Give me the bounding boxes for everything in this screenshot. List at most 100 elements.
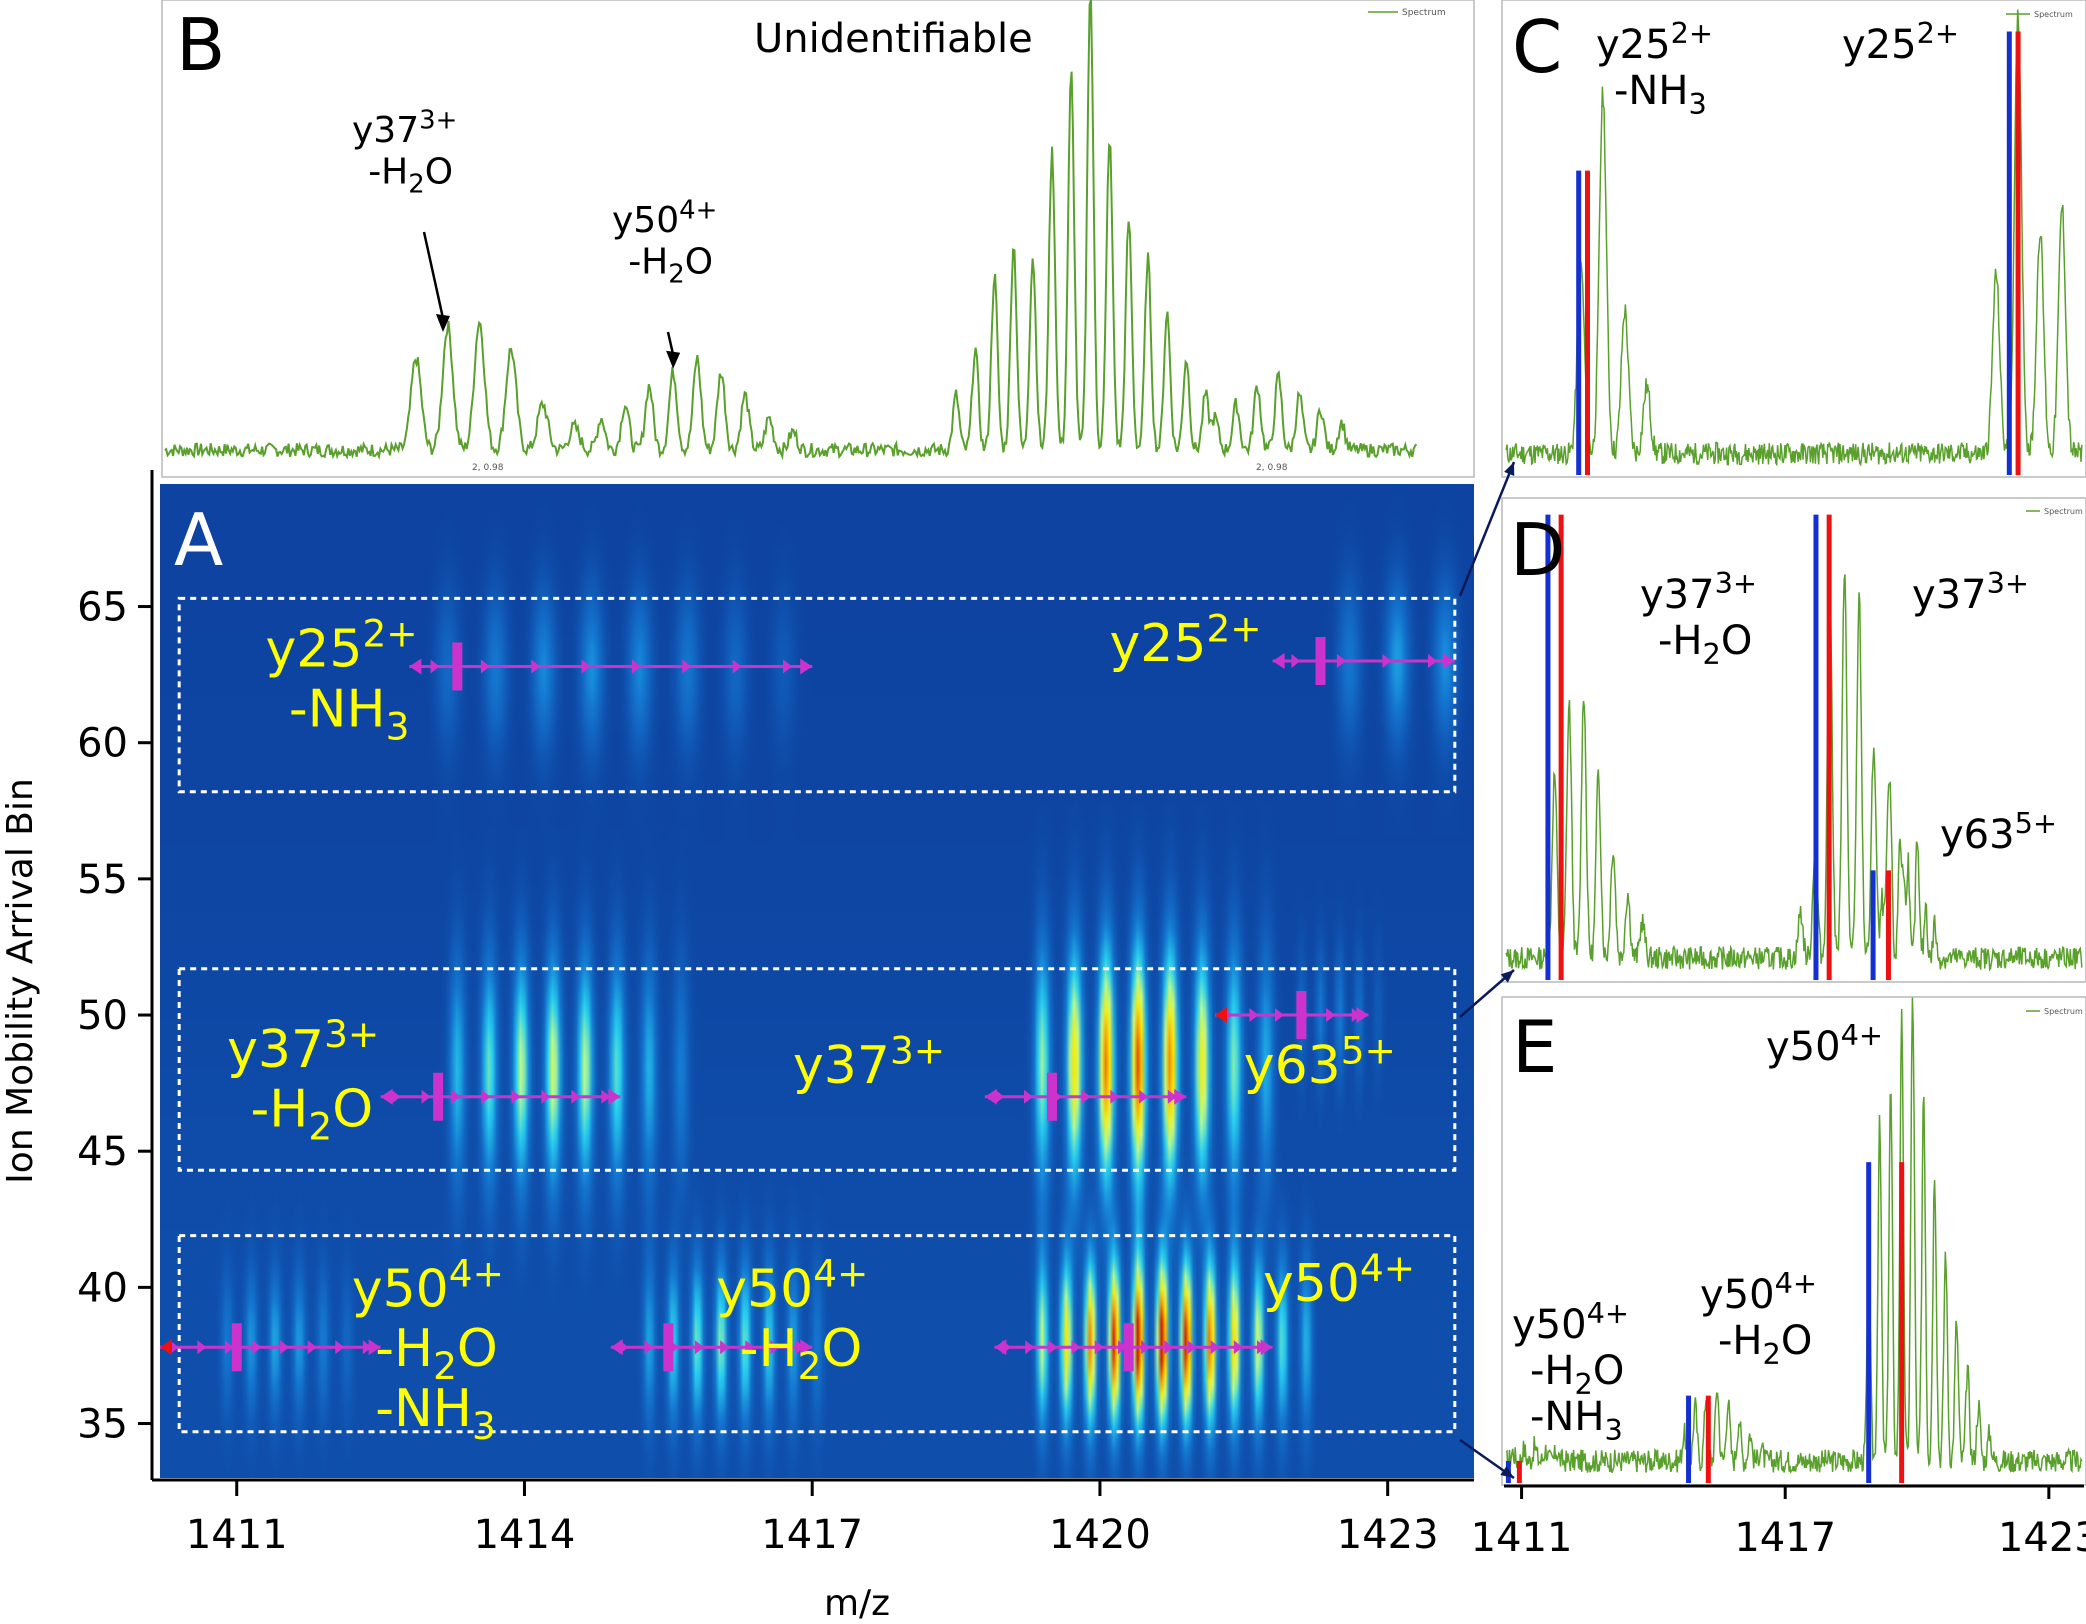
heatmap-image — [160, 484, 1474, 1478]
heatmap-annotation-ion: y25 — [266, 619, 363, 679]
envelope-center-marker — [1315, 637, 1326, 686]
envelope-center-marker — [231, 1323, 242, 1372]
spectrum-annotation-loss: -H2O — [1658, 618, 1752, 671]
y-tick-label: 35 — [77, 1402, 128, 1448]
envelope-tick — [451, 1089, 461, 1104]
spectrum-annotation-charge: 2+ — [1917, 16, 1959, 50]
heatmap-annotation-ion: y25 — [1110, 614, 1207, 674]
heatmap-annotation-loss-part: -NH — [289, 679, 386, 739]
heatmap-annotation-charge: 5+ — [1341, 1028, 1396, 1072]
envelope-tick — [362, 1340, 372, 1355]
spectrum-annotation-charge: 4+ — [1841, 1018, 1883, 1052]
envelope-tick — [783, 659, 793, 674]
x-tick-label: 1423 — [1998, 1515, 2086, 1561]
envelope-arrow-right — [1260, 1339, 1273, 1356]
spectrum-b-annotation: y504+ — [612, 195, 717, 241]
spectrum-annotation: y373+ — [1640, 566, 1757, 618]
spectrum-annotation-ion: y50 — [1766, 1024, 1841, 1070]
envelope-arrow-right — [800, 658, 813, 675]
heatmap-annotation-ion: y37 — [793, 1036, 890, 1096]
envelope-tick — [601, 1089, 611, 1104]
heatmap-annotation: y373+ — [793, 1028, 945, 1096]
spectrum-trace — [1505, 997, 2083, 1475]
spectrum-b-annotation-loss-part: -H — [368, 151, 408, 192]
heatmap-annotation-charge: 3+ — [890, 1028, 945, 1072]
panel-letter-e: E — [1512, 1005, 1558, 1089]
x-tick-label: 1414 — [474, 1512, 576, 1558]
spectrum-annotation-charge: 3+ — [1987, 566, 2029, 600]
envelope-arrow-left — [380, 1088, 393, 1105]
spectrum-annotation-charge: 3+ — [1715, 566, 1757, 600]
spectrum-annotation-ion: y37 — [1640, 572, 1715, 618]
spectrum-annotation-ion: y50 — [1512, 1302, 1587, 1348]
envelope-tick — [481, 1089, 491, 1104]
envelope-arrow-left — [610, 1339, 623, 1356]
spectrum-b-annotation-charge: 3+ — [419, 105, 457, 135]
envelope-tick — [1117, 1340, 1127, 1355]
envelope-tick — [644, 1340, 654, 1355]
y-tick-label: 60 — [77, 721, 128, 767]
envelope-tick — [1025, 1340, 1035, 1355]
heatmap-annotation-loss-sub: 2 — [308, 1105, 332, 1149]
spectrum-b-annotation-charge: 4+ — [679, 195, 717, 225]
heatmap-annotation-loss-part: -H — [251, 1080, 309, 1140]
spectrum-trace — [164, 0, 1418, 461]
heatmap-annotation-loss: -H2O — [740, 1319, 863, 1388]
spectrum-b-annotation-loss-sub: 2 — [668, 259, 684, 289]
envelope-tick — [732, 659, 742, 674]
spectrum-annotation: y373+ — [1912, 566, 2029, 618]
heatmap-annotation-loss: -NH3 — [375, 1379, 496, 1448]
connector-arrowhead — [1500, 1466, 1514, 1478]
spectrum-annotation: y504+ — [1766, 1018, 1883, 1070]
envelope-arrow-left — [1215, 1007, 1228, 1024]
heatmap-annotation-charge: 4+ — [813, 1252, 868, 1296]
heatmap-annotation: y373+ — [227, 1012, 379, 1080]
spectrum-annotation-ion: y63 — [1940, 812, 2015, 858]
spectrum-annotation-charge: 5+ — [2015, 806, 2057, 840]
envelope-center-marker — [1123, 1323, 1134, 1372]
envelope-center-marker — [663, 1323, 674, 1372]
envelope-arrow-right — [608, 1088, 621, 1105]
envelope-arrow-right — [1174, 1088, 1187, 1105]
envelope-tick — [1081, 1089, 1091, 1104]
spectrum-annotation-loss-part: -NH — [1614, 68, 1688, 114]
spectrum-annotation-loss-sub: 3 — [1604, 1413, 1622, 1447]
spectrum-annotation-loss-sub: 3 — [1688, 87, 1706, 121]
spectrum-annotation-loss-part: -H — [1530, 1348, 1575, 1394]
envelope-tick — [531, 659, 541, 674]
envelope-tick — [1164, 1340, 1174, 1355]
heatmap-annotation-loss-part: O — [457, 1319, 498, 1379]
spectrum-b-annotation-loss: -H2O — [368, 151, 453, 199]
spectrum-annotation-ion: y37 — [1912, 572, 1987, 618]
unidentifiable-label: Unidentifiable — [754, 16, 1033, 62]
spectrum-annotation-loss-sub: 2 — [1703, 637, 1721, 671]
heatmap-annotation-ion: y50 — [716, 1259, 813, 1319]
spectrum-annotation-charge: 4+ — [1775, 1266, 1817, 1300]
spectrum-b-annotation-loss-sub: 2 — [408, 169, 424, 199]
heatmap-annotation-ion: y37 — [227, 1020, 324, 1080]
spectrum-annotation: y252+ — [1596, 16, 1713, 68]
envelope-tick — [391, 1089, 401, 1104]
heatmap-annotation: y504+ — [1263, 1246, 1415, 1314]
envelope-tick — [682, 659, 692, 674]
envelope-tick — [1141, 1340, 1151, 1355]
envelope-tick — [1048, 1340, 1058, 1355]
spectrum-annotation-loss-sub: 2 — [1575, 1367, 1593, 1401]
envelope-tick — [1291, 654, 1301, 669]
spectrum-annotation-loss: -H2O — [1718, 1318, 1812, 1371]
envelope-tick — [1382, 654, 1392, 669]
spectrum-annotation-loss: -H2O — [1530, 1348, 1624, 1401]
heatmap-annotation-loss-part: -NH — [375, 1379, 472, 1439]
x-tick-label: 1423 — [1337, 1512, 1439, 1558]
spectrum-annotation: y504+ — [1700, 1266, 1817, 1318]
envelope-tick — [1249, 1008, 1259, 1023]
spectrum-b-annotation-loss-part: O — [685, 241, 713, 282]
envelope-center-marker — [452, 642, 463, 691]
envelope-tick — [511, 1089, 521, 1104]
legend-label-e: Spectrum — [2044, 1007, 2083, 1016]
heatmap-annotation-loss-sub: 2 — [433, 1344, 457, 1388]
envelope-arrow-left — [160, 1339, 172, 1356]
